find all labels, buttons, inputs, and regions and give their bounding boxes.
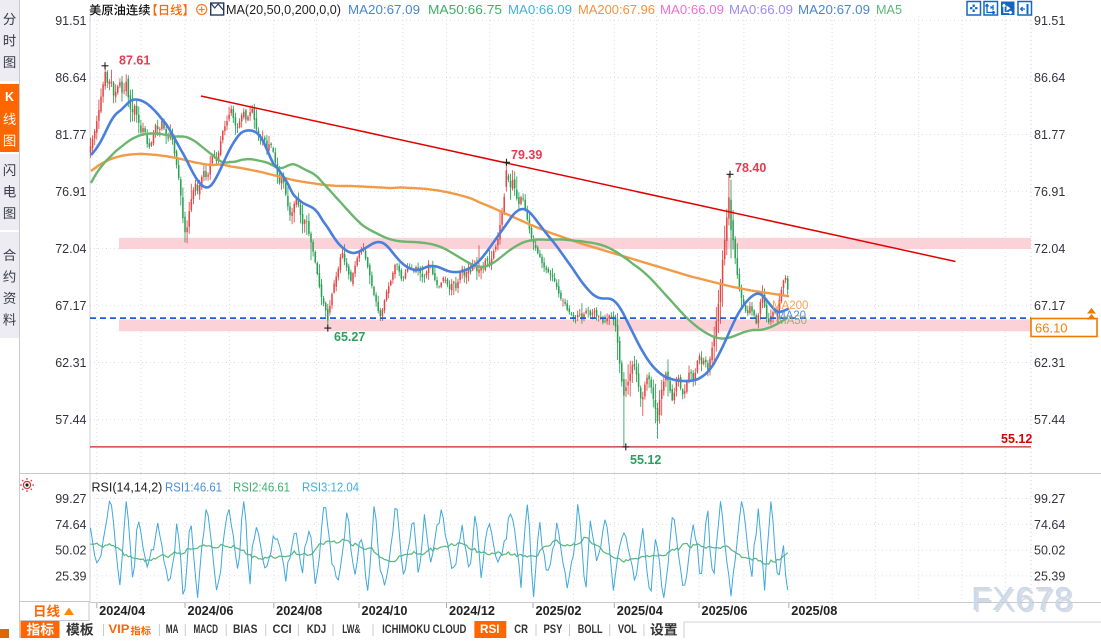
svg-text:2024/06: 2024/06 bbox=[188, 604, 234, 618]
svg-text:74.64: 74.64 bbox=[55, 518, 86, 532]
svg-text:MA: MA bbox=[166, 624, 179, 636]
svg-text:MA50: MA50 bbox=[777, 315, 807, 327]
svg-text:KDJ: KDJ bbox=[307, 624, 326, 636]
svg-text:50.02: 50.02 bbox=[1034, 544, 1065, 558]
svg-text:MA0:66.09: MA0:66.09 bbox=[660, 2, 724, 17]
svg-text:99.27: 99.27 bbox=[55, 492, 86, 506]
svg-text:LW&: LW& bbox=[342, 624, 360, 636]
svg-text:25.39: 25.39 bbox=[55, 569, 86, 583]
svg-text:76.91: 76.91 bbox=[1034, 185, 1065, 199]
svg-text:BIAS: BIAS bbox=[233, 624, 258, 636]
svg-text:2024/08: 2024/08 bbox=[276, 604, 322, 618]
svg-text:2024/10: 2024/10 bbox=[362, 604, 408, 618]
svg-text:76.91: 76.91 bbox=[55, 185, 86, 199]
svg-text:MA(20,50,0,200,0,0): MA(20,50,0,200,0,0) bbox=[226, 2, 341, 17]
svg-text:K: K bbox=[5, 90, 14, 104]
svg-text:CCI: CCI bbox=[273, 624, 292, 636]
svg-text:2025/08: 2025/08 bbox=[791, 604, 837, 618]
svg-text:86.64: 86.64 bbox=[55, 71, 86, 85]
svg-text:2024/12: 2024/12 bbox=[449, 604, 495, 618]
svg-text:RSI1:46.61: RSI1:46.61 bbox=[165, 481, 222, 495]
svg-text:79.39: 79.39 bbox=[511, 148, 542, 162]
svg-text:VOL: VOL bbox=[618, 624, 637, 636]
svg-text:MA200: MA200 bbox=[772, 300, 808, 312]
svg-text:78.40: 78.40 bbox=[735, 161, 766, 175]
svg-text:67.17: 67.17 bbox=[55, 299, 86, 313]
svg-text:MA20:67.09: MA20:67.09 bbox=[798, 2, 870, 17]
svg-text:57.44: 57.44 bbox=[1034, 413, 1065, 427]
svg-text:57.44: 57.44 bbox=[55, 413, 86, 427]
svg-text:MA20: MA20 bbox=[776, 310, 806, 322]
svg-text:55.12: 55.12 bbox=[630, 453, 661, 467]
svg-text:50.02: 50.02 bbox=[55, 544, 86, 558]
svg-text:MA5: MA5 bbox=[876, 2, 902, 17]
svg-text:MA200:67.96: MA200:67.96 bbox=[578, 2, 655, 17]
svg-text:FX678: FX678 bbox=[971, 580, 1073, 617]
svg-text:2024/04: 2024/04 bbox=[99, 604, 145, 618]
svg-text:MACD: MACD bbox=[194, 624, 219, 636]
svg-text:VIP: VIP bbox=[109, 624, 130, 636]
svg-text:74.64: 74.64 bbox=[1034, 518, 1065, 532]
svg-text:25.39: 25.39 bbox=[1034, 569, 1065, 583]
svg-text:91.51: 91.51 bbox=[55, 14, 86, 28]
svg-text:72.04: 72.04 bbox=[55, 242, 86, 256]
svg-text:81.77: 81.77 bbox=[1034, 128, 1065, 142]
svg-text:67.17: 67.17 bbox=[1034, 299, 1065, 313]
svg-text:66.10: 66.10 bbox=[1035, 321, 1068, 336]
svg-text:MA0:66.09: MA0:66.09 bbox=[508, 2, 572, 17]
svg-text:RSI(14,14,2): RSI(14,14,2) bbox=[92, 481, 163, 495]
svg-text:72.04: 72.04 bbox=[1034, 242, 1065, 256]
svg-text:55.12: 55.12 bbox=[1001, 432, 1032, 446]
svg-text:62.31: 62.31 bbox=[55, 356, 86, 370]
svg-text:MA50:66.75: MA50:66.75 bbox=[428, 2, 502, 17]
svg-text:86.64: 86.64 bbox=[1034, 71, 1065, 85]
svg-text:ICHIMOKU CLOUD: ICHIMOKU CLOUD bbox=[382, 624, 466, 636]
svg-text:PSY: PSY bbox=[544, 624, 563, 636]
svg-text:81.77: 81.77 bbox=[55, 128, 86, 142]
svg-text:2025/02: 2025/02 bbox=[536, 604, 582, 618]
svg-text:99.27: 99.27 bbox=[1034, 492, 1065, 506]
svg-text:2025/06: 2025/06 bbox=[702, 604, 748, 618]
svg-text:87.61: 87.61 bbox=[119, 54, 150, 68]
svg-text:MA20:67.09: MA20:67.09 bbox=[348, 2, 420, 17]
svg-text:RSI: RSI bbox=[480, 624, 500, 636]
svg-text:BOLL: BOLL bbox=[578, 624, 603, 636]
svg-text:CR: CR bbox=[514, 624, 528, 636]
svg-text:FX678: FX678 bbox=[973, 582, 1075, 619]
svg-text:91.51: 91.51 bbox=[1034, 14, 1065, 28]
svg-text:RSI3:12.04: RSI3:12.04 bbox=[302, 481, 359, 495]
svg-text:RSI2:46.61: RSI2:46.61 bbox=[233, 481, 290, 495]
svg-text:65.27: 65.27 bbox=[334, 330, 365, 344]
svg-text:MA0:66.09: MA0:66.09 bbox=[729, 2, 793, 17]
svg-text:62.31: 62.31 bbox=[1034, 356, 1065, 370]
svg-text:2025/04: 2025/04 bbox=[617, 604, 663, 618]
